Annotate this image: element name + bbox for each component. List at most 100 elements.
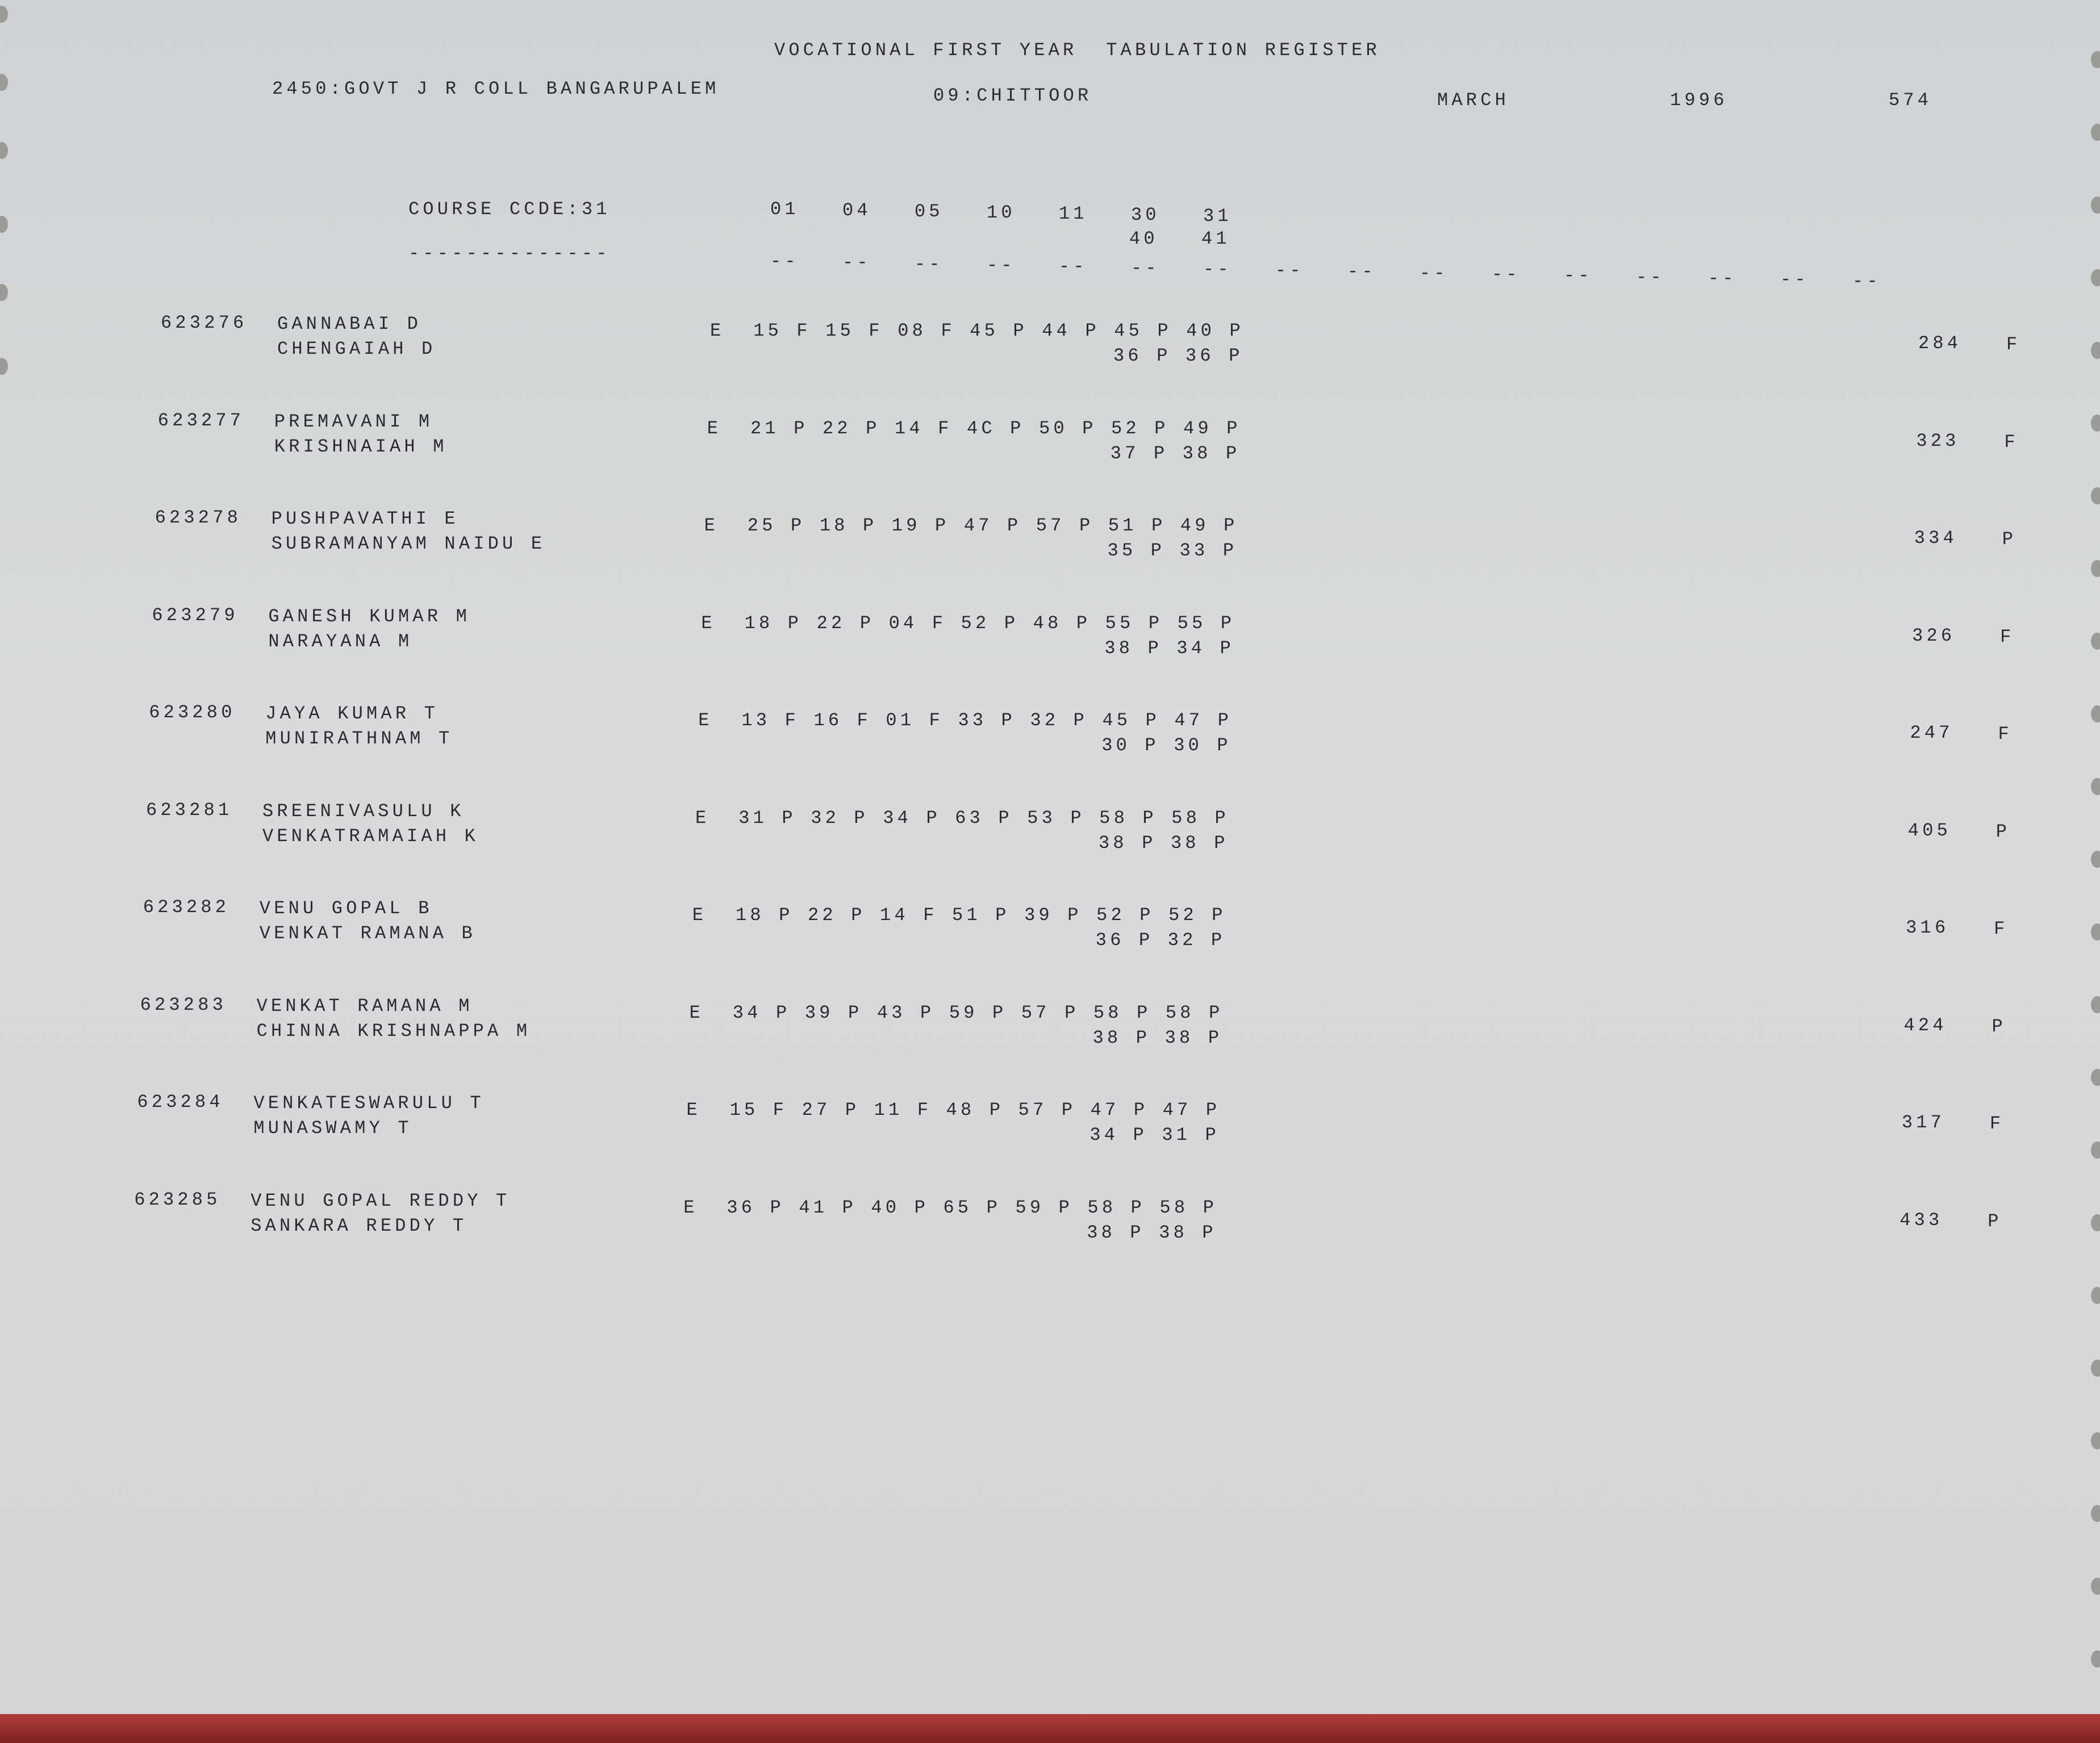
feed-hole <box>2091 1505 2100 1522</box>
subject-marks: E 25 P 18 P 19 P 47 P 57 P 51 P 49 P <box>704 515 1238 536</box>
column-divider-dashes: -- <box>1131 257 1160 279</box>
roll-number: 623282 <box>143 897 230 918</box>
column-divider-dashes: -- <box>915 253 943 275</box>
student-name: JAYA KUMAR T <box>265 703 439 724</box>
feed-hole <box>0 216 8 233</box>
feed-hole <box>2091 51 2100 68</box>
father-name: CHENGAIAH D <box>277 338 436 360</box>
total-marks: 424 <box>1903 1014 1947 1036</box>
feed-hole <box>2091 342 2100 359</box>
final-result: P <box>1992 1015 2006 1037</box>
column-divider-dashes: -- <box>1492 264 1521 285</box>
subject-marks: E 34 P 39 P 43 P 59 P 57 P 58 P 58 P <box>689 1002 1224 1023</box>
subject-marks: E 36 P 41 P 40 P 65 P 59 P 58 P 58 P <box>683 1197 1218 1218</box>
father-name: KRISHNAIAH M <box>274 436 448 457</box>
roll-number: 623277 <box>157 409 245 431</box>
subject-code: 11 <box>1059 203 1088 224</box>
final-result: F <box>1998 724 2013 745</box>
final-result: P <box>2002 529 2017 550</box>
course-underline: -------------- <box>408 243 611 264</box>
roll-number: 623285 <box>134 1189 221 1210</box>
exam-month: MARCH <box>1437 90 1510 111</box>
feed-hole <box>2091 851 2100 868</box>
subject-marks: E 18 P 22 P 14 F 51 P 39 P 52 P 52 P <box>692 905 1226 926</box>
feed-hole <box>2091 633 2100 650</box>
feed-hole <box>2091 778 2100 795</box>
feed-hole <box>2091 560 2100 577</box>
paper-edge-strip <box>0 1714 2100 1743</box>
subject-marks-secondary: 37 P 38 P <box>1110 442 1241 464</box>
subject-marks-secondary: 30 P 30 P <box>1101 735 1231 756</box>
final-result: P <box>1995 821 2011 842</box>
subject-marks: E 13 F 16 F 01 F 33 P 32 P 45 P 47 P <box>698 710 1233 731</box>
subject-code: 30 <box>1131 204 1160 225</box>
column-divider-dashes: -- <box>1059 256 1088 278</box>
student-name: GANESH KUMAR M <box>268 605 471 627</box>
column-divider-dashes: -- <box>1275 260 1304 282</box>
total-marks: 323 <box>1916 430 1960 452</box>
total-marks: 433 <box>1899 1209 1943 1231</box>
column-divider-dashes: -- <box>1347 261 1376 283</box>
column-divider-dashes: -- <box>1420 262 1448 284</box>
father-name: CHINNA KRISHNAPPA M <box>256 1020 531 1042</box>
column-divider-dashes: -- <box>1708 267 1737 289</box>
father-name: MUNIRATHNAM T <box>265 728 453 749</box>
student-name: PREMAVANI M <box>274 411 433 432</box>
roll-number: 623278 <box>155 507 242 528</box>
subject-marks-secondary: 38 P 34 P <box>1104 637 1235 659</box>
feed-hole <box>2091 124 2100 141</box>
student-name: PUSHPAVATHI E <box>271 508 459 529</box>
roll-number: 623276 <box>161 312 248 333</box>
final-result: F <box>1989 1113 2005 1134</box>
student-name: VENU GOPAL REDDY T <box>251 1190 511 1211</box>
column-divider-dashes: -- <box>1203 258 1232 280</box>
father-name: VENKAT RAMANA B <box>259 923 476 944</box>
column-divider-dashes: -- <box>770 251 799 272</box>
feed-hole <box>2091 1650 2100 1667</box>
page-number: 574 <box>1889 90 1932 111</box>
total-marks: 326 <box>1912 625 1956 646</box>
subject-marks: E 15 F 27 P 11 F 48 P 57 P 47 P 47 P <box>686 1100 1221 1121</box>
feed-hole <box>0 6 8 23</box>
student-name: VENKATESWARULU T <box>253 1093 485 1114</box>
column-divider-dashes: -- <box>987 254 1016 276</box>
father-name: SANKARA REDDY T <box>251 1215 467 1236</box>
feed-hole <box>0 358 8 375</box>
subject-code: 04 <box>842 200 871 221</box>
total-marks: 334 <box>1914 528 1957 549</box>
college-name: 2450:GOVT J R COLL BANGARUPALEM <box>272 78 720 99</box>
subject-marks-secondary: 36 P 36 P <box>1113 345 1243 366</box>
student-name: SREENIVASULU K <box>262 800 465 822</box>
total-marks: 316 <box>1906 917 1949 938</box>
feed-hole <box>0 74 8 91</box>
feed-hole <box>2091 1214 2100 1231</box>
feed-hole <box>0 284 8 301</box>
subject-marks: E 31 P 32 P 34 P 63 P 53 P 58 P 58 P <box>695 807 1229 829</box>
district-name: 09:CHITTOOR <box>933 85 1092 106</box>
feed-hole <box>2091 1287 2100 1304</box>
feed-hole <box>2091 1360 2100 1377</box>
father-name: MUNASWAMY T <box>253 1118 412 1139</box>
feed-hole <box>2091 1069 2100 1086</box>
subject-code: 10 <box>987 202 1016 223</box>
roll-number: 623280 <box>149 702 236 723</box>
feed-hole <box>2091 197 2100 214</box>
feed-hole <box>2091 1432 2100 1449</box>
father-name: NARAYANA M <box>268 630 413 652</box>
father-name: VENKATRAMAIAH K <box>262 825 479 847</box>
feed-hole <box>2091 269 2100 286</box>
father-name: SUBRAMANYAM NAIDU E <box>271 533 546 554</box>
subject-code: 05 <box>915 201 943 222</box>
subject-marks-secondary: 38 P 38 P <box>1087 1222 1217 1243</box>
roll-number: 623283 <box>140 994 227 1015</box>
column-divider-dashes: -- <box>1780 269 1809 291</box>
course-code: COURSE CCDE:31 <box>408 199 611 220</box>
roll-number: 623281 <box>146 799 233 821</box>
subject-marks-secondary: 34 P 31 P <box>1089 1125 1220 1146</box>
roll-number: 623279 <box>152 604 239 626</box>
total-marks: 317 <box>1901 1112 1945 1133</box>
student-name: VENU GOPAL B <box>259 898 433 919</box>
feed-hole <box>2091 1142 2100 1159</box>
final-result: F <box>1994 918 2009 939</box>
final-result: F <box>2000 626 2015 647</box>
